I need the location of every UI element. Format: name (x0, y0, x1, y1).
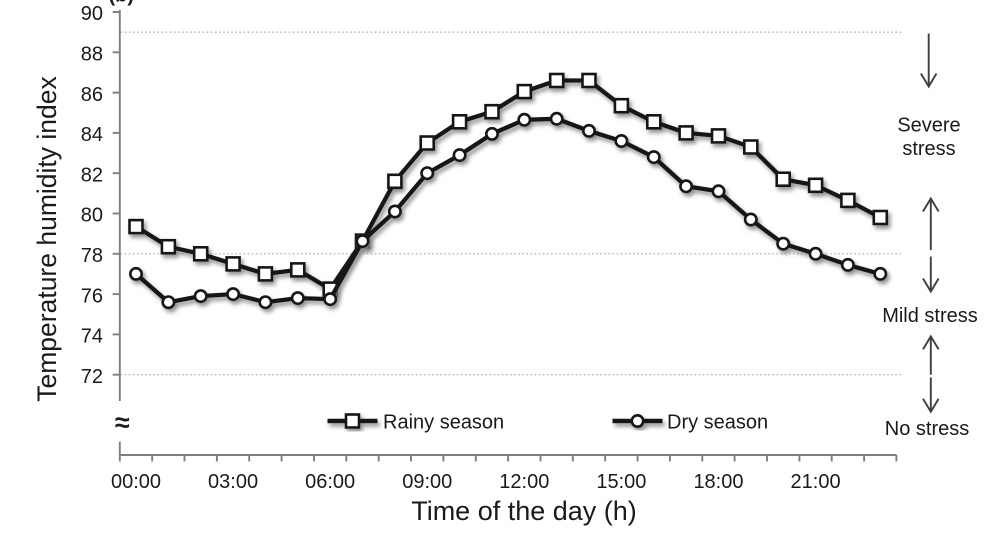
svg-text:≈: ≈ (115, 408, 130, 438)
svg-text:84: 84 (81, 124, 103, 146)
svg-text:Rainy season: Rainy season (383, 411, 504, 433)
svg-text:86: 86 (81, 84, 103, 106)
svg-text:00:00: 00:00 (111, 471, 161, 493)
svg-text:88: 88 (81, 44, 103, 66)
svg-text:18:00: 18:00 (693, 471, 743, 493)
svg-text:09:00: 09:00 (402, 471, 452, 493)
svg-text:78: 78 (81, 245, 103, 267)
svg-text:82: 82 (81, 164, 103, 186)
svg-text:90: 90 (81, 3, 103, 25)
svg-text:Temperature humidity index: Temperature humidity index (32, 76, 62, 402)
svg-text:76: 76 (81, 285, 103, 307)
svg-text:21:00: 21:00 (791, 471, 841, 493)
svg-text:12:00: 12:00 (499, 471, 549, 493)
svg-text:No stress: No stress (885, 418, 969, 440)
svg-text:80: 80 (81, 205, 103, 227)
svg-text:72: 72 (81, 366, 103, 388)
svg-text:Mild stress: Mild stress (882, 305, 978, 327)
svg-text:Severe: Severe (897, 115, 960, 137)
svg-text:06:00: 06:00 (305, 471, 355, 493)
svg-text:stress: stress (902, 138, 955, 160)
svg-text:Dry season: Dry season (667, 411, 768, 433)
svg-text:Time of the day (h): Time of the day (h) (411, 496, 637, 526)
svg-text:15:00: 15:00 (596, 471, 646, 493)
svg-text:(b): (b) (109, 0, 135, 7)
svg-text:74: 74 (81, 326, 103, 348)
svg-text:03:00: 03:00 (208, 471, 258, 493)
